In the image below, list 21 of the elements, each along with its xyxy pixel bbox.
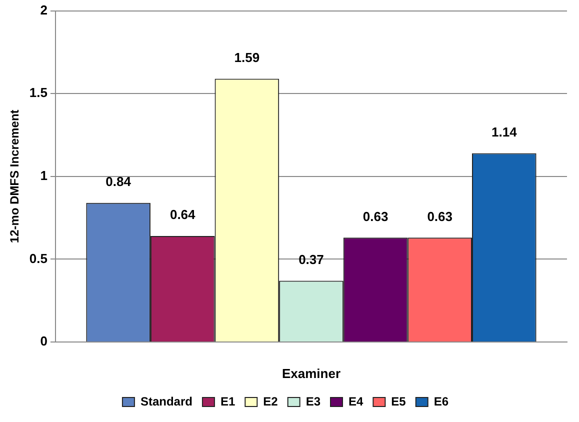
y-axis-title: 12-mo DMFS Increment — [8, 110, 22, 244]
x-axis-title: Examiner — [282, 366, 341, 381]
data-label: 0.63 — [362, 208, 388, 224]
legend-label: E5 — [391, 394, 406, 408]
data-label: 0.84 — [106, 174, 132, 189]
legend-label: Standard — [140, 394, 192, 408]
y-tick-label: 0.5 — [29, 250, 48, 266]
data-label: 0.37 — [298, 252, 324, 267]
y-tick-label: 2 — [40, 2, 48, 18]
y-tick-label: 1.5 — [29, 85, 48, 100]
legend-label: E3 — [306, 394, 321, 408]
data-label: 1.14 — [492, 124, 518, 140]
legend-label: E4 — [348, 394, 364, 408]
legend-label: E1 — [220, 394, 236, 408]
legend-label: E6 — [434, 394, 449, 408]
y-tick-label: 0 — [40, 334, 48, 349]
data-label: 0.63 — [427, 208, 453, 224]
y-tick-label: 1 — [40, 168, 48, 183]
data-label: 0.64 — [170, 207, 196, 222]
data-label: 1.59 — [234, 50, 260, 65]
legend-label: E2 — [263, 394, 278, 408]
